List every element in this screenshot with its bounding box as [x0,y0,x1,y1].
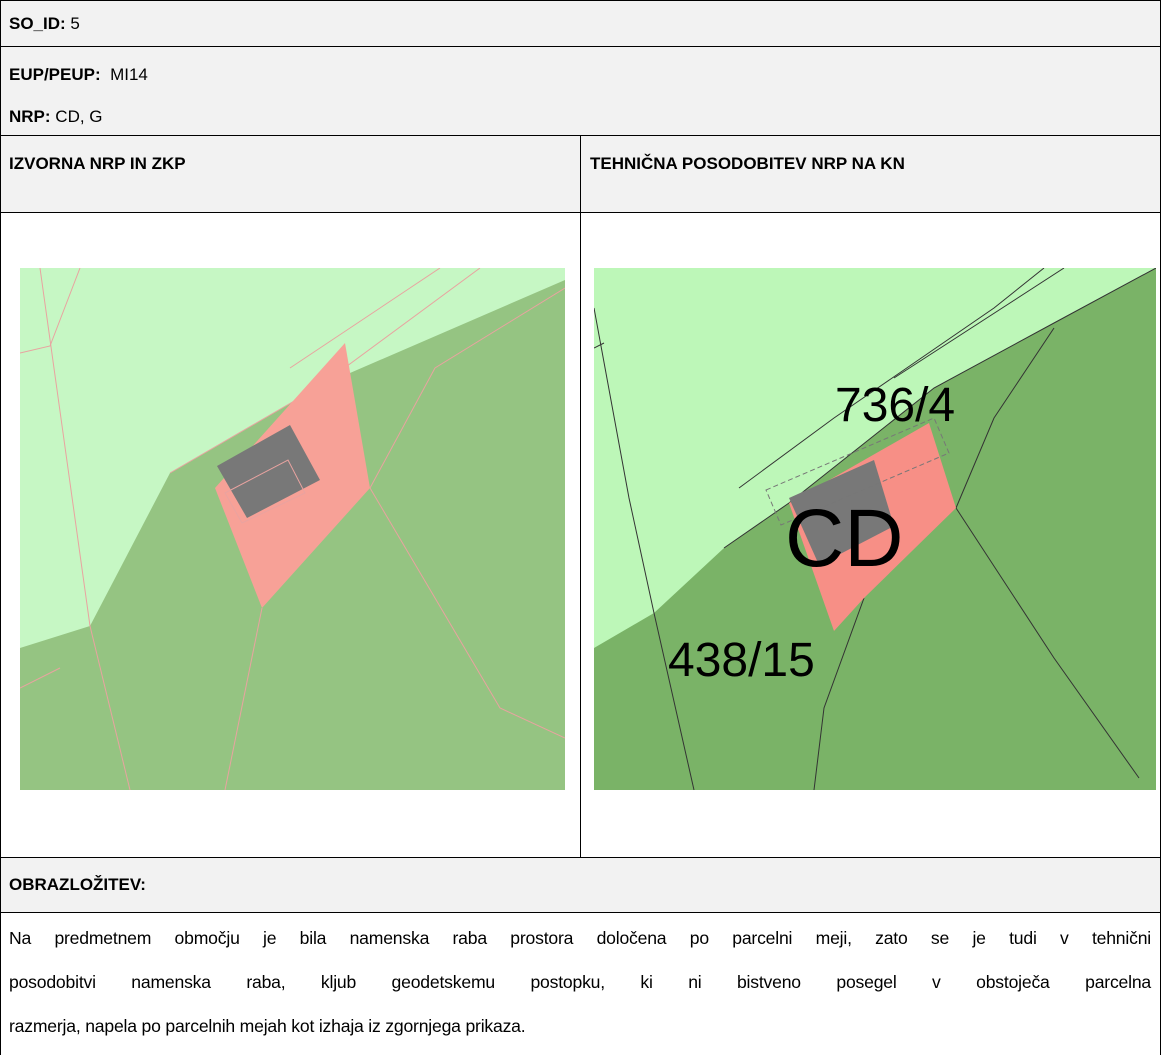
text-line: razmerja, napela po parcelnih mejah kot … [9,1016,526,1036]
label: NRP: [9,107,51,126]
label: SO_ID: [9,14,66,33]
label: EUP/PEUP: [9,65,101,84]
text-line: Na predmetnem območju je bila namenska r… [9,928,1151,948]
eup: EUP/PEUP: MI14 [9,65,148,85]
updated-map: 736/4 CD 438/15 [594,268,1156,790]
eup-row: EUP/PEUP: MI14 NRP: CD, G [0,46,1161,136]
parcel-label: 736/4 [835,379,955,432]
so-id: SO_ID: 5 [9,14,80,34]
value: MI14 [110,65,148,84]
nrp: NRP: CD, G [9,107,103,127]
zone-label: CD [785,493,903,584]
so-id-row: SO_ID: 5 [0,0,1161,47]
section-title: OBRAZLOŽITEV: [9,875,146,894]
column-header: IZVORNA NRP IN ZKP [0,135,581,213]
value: 5 [70,14,80,33]
column-title: TEHNIČNA POSODOBITEV NRP NA KN [590,154,905,173]
parcel-label: 438/15 [668,634,815,687]
text-line: posodobitvi namenska raba, kljub geodets… [9,972,1151,992]
value: CD, G [55,107,103,126]
column-title: IZVORNA NRP IN ZKP [9,154,186,173]
explanation-body: Na predmetnem območju je bila namenska r… [0,912,1161,1055]
explanation-header: OBRAZLOŽITEV: [0,857,1161,913]
source-map [20,268,565,790]
column-header: TEHNIČNA POSODOBITEV NRP NA KN [580,135,1161,213]
